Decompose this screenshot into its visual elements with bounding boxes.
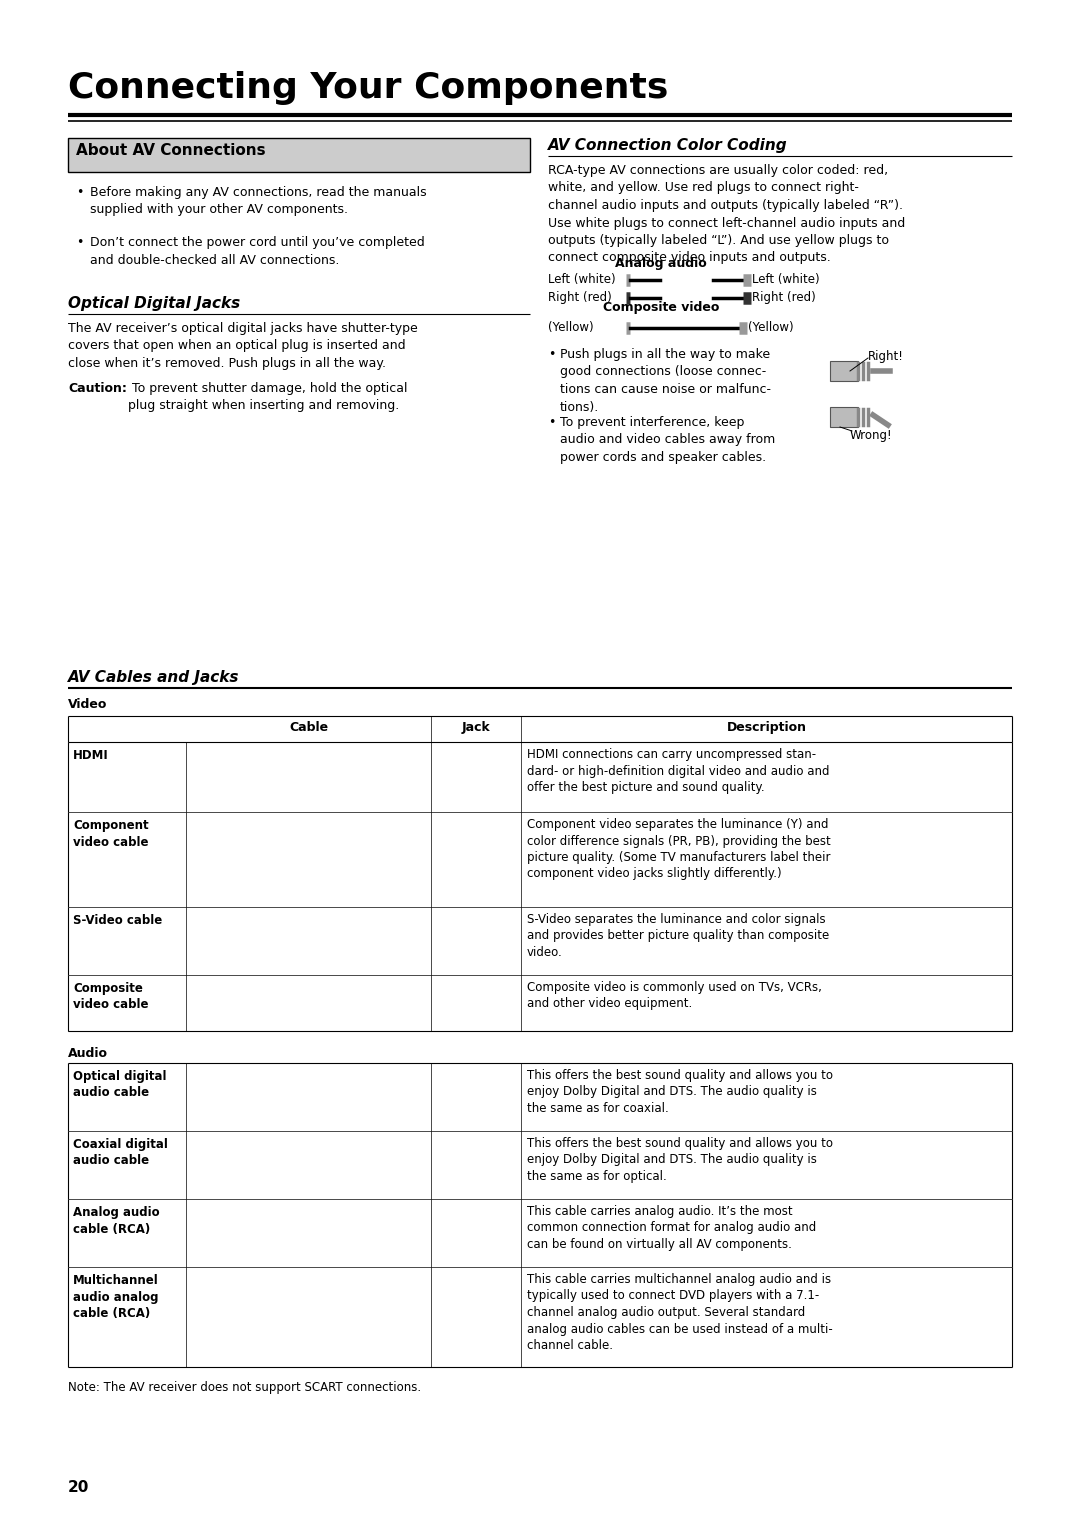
Text: Left (white): Left (white) <box>548 274 616 287</box>
Text: Video: Video <box>68 698 107 711</box>
Text: AV Cables and Jacks: AV Cables and Jacks <box>68 669 240 685</box>
Text: Multichannel
audio analog
cable (RCA): Multichannel audio analog cable (RCA) <box>73 1274 159 1320</box>
Text: Optical Digital Jacks: Optical Digital Jacks <box>68 296 240 312</box>
Text: Description: Description <box>727 721 807 733</box>
Text: HDMI: HDMI <box>73 749 109 762</box>
Text: •: • <box>76 235 83 249</box>
Text: S-Video cable: S-Video cable <box>73 914 162 927</box>
Text: •: • <box>548 416 555 429</box>
Text: Right!: Right! <box>868 350 904 364</box>
Text: This cable carries multichannel analog audio and is
typically used to connect DV: This cable carries multichannel analog a… <box>527 1273 833 1352</box>
Text: Coaxial digital
audio cable: Coaxial digital audio cable <box>73 1138 167 1167</box>
Text: Don’t connect the power cord until you’ve completed
and double-checked all AV co: Don’t connect the power cord until you’v… <box>90 235 424 266</box>
Text: Left (white): Left (white) <box>752 274 820 287</box>
Text: To prevent shutter damage, hold the optical
plug straight when inserting and rem: To prevent shutter damage, hold the opti… <box>129 382 407 413</box>
Bar <box>831 361 858 380</box>
Text: This offers the best sound quality and allows you to
enjoy Dolby Digital and DTS: This offers the best sound quality and a… <box>527 1137 833 1183</box>
Text: Composite video is commonly used on TVs, VCRs,
and other video equipment.: Composite video is commonly used on TVs,… <box>527 981 822 1010</box>
Text: Analog audio: Analog audio <box>616 257 707 270</box>
Text: Analog audio
cable (RCA): Analog audio cable (RCA) <box>73 1206 160 1236</box>
Text: Note: The AV receiver does not support SCART connections.: Note: The AV receiver does not support S… <box>68 1381 421 1394</box>
Text: Cable: Cable <box>289 721 328 733</box>
Text: •: • <box>548 348 555 361</box>
Text: Wrong!: Wrong! <box>850 429 893 442</box>
Text: Jack: Jack <box>461 721 490 733</box>
Text: This offers the best sound quality and allows you to
enjoy Dolby Digital and DTS: This offers the best sound quality and a… <box>527 1070 833 1115</box>
Text: Caution:: Caution: <box>68 382 126 396</box>
Text: (Yellow): (Yellow) <box>748 321 794 335</box>
Text: Push plugs in all the way to make
good connections (loose connec-
tions can caus: Push plugs in all the way to make good c… <box>561 348 771 414</box>
Text: Composite
video cable: Composite video cable <box>73 983 149 1012</box>
Text: Optical digital
audio cable: Optical digital audio cable <box>73 1070 166 1100</box>
Text: S-Video separates the luminance and color signals
and provides better picture qu: S-Video separates the luminance and colo… <box>527 914 829 960</box>
Text: The AV receiver’s optical digital jacks have shutter-type
covers that open when : The AV receiver’s optical digital jacks … <box>68 322 418 370</box>
Text: Right (red): Right (red) <box>752 292 815 304</box>
Bar <box>831 406 858 426</box>
Text: HDMI connections can carry uncompressed stan-
dard- or high-definition digital v: HDMI connections can carry uncompressed … <box>527 749 829 795</box>
Bar <box>68 138 530 173</box>
Text: To prevent interference, keep
audio and video cables away from
power cords and s: To prevent interference, keep audio and … <box>561 416 775 465</box>
Text: 20: 20 <box>68 1481 90 1494</box>
Text: Composite video: Composite video <box>603 301 719 313</box>
Text: RCA-type AV connections are usually color coded: red,
white, and yellow. Use red: RCA-type AV connections are usually colo… <box>548 163 905 264</box>
Text: Component
video cable: Component video cable <box>73 819 149 848</box>
Text: Right (red): Right (red) <box>548 292 611 304</box>
Text: •: • <box>76 186 83 199</box>
Text: Before making any AV connections, read the manuals
supplied with your other AV c: Before making any AV connections, read t… <box>90 186 427 217</box>
Text: This cable carries analog audio. It’s the most
common connection format for anal: This cable carries analog audio. It’s th… <box>527 1206 816 1251</box>
Text: Audio: Audio <box>68 1047 108 1060</box>
Text: About AV Connections: About AV Connections <box>76 144 266 157</box>
Text: Connecting Your Components: Connecting Your Components <box>68 70 669 105</box>
Text: AV Connection Color Coding: AV Connection Color Coding <box>548 138 787 153</box>
Text: (Yellow): (Yellow) <box>548 321 594 335</box>
Text: Component video separates the luminance (Y) and
color difference signals (PR, PB: Component video separates the luminance … <box>527 817 831 880</box>
